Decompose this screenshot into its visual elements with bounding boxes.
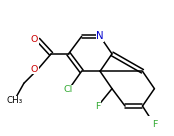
Text: Cl: Cl	[64, 85, 73, 94]
Text: N: N	[96, 31, 104, 41]
Text: O: O	[31, 65, 38, 74]
Text: F: F	[152, 120, 157, 129]
Text: CH₃: CH₃	[6, 96, 22, 105]
Text: F: F	[95, 102, 101, 111]
Text: O: O	[31, 35, 38, 44]
